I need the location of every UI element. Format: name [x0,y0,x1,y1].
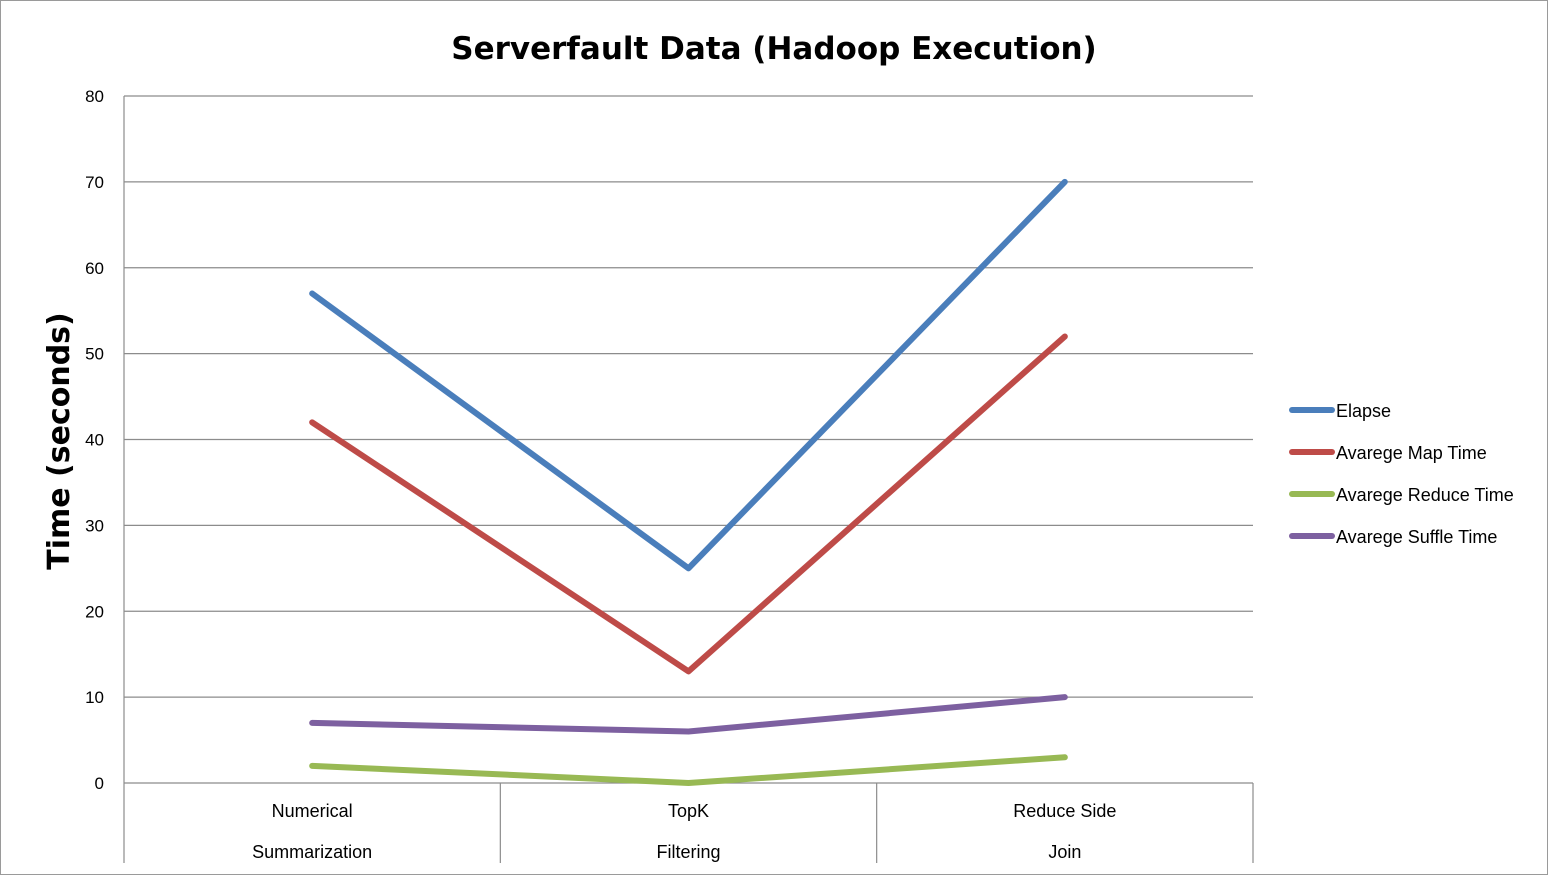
y-tick-label: 80 [85,87,104,106]
x-tick-label: Reduce Side [1013,801,1116,821]
y-tick-label: 60 [85,259,104,278]
y-axis-label: Time (seconds) [42,312,77,570]
chart-title: Serverfault Data (Hadoop Execution) [451,31,1096,67]
legend-label: Elapse [1336,401,1391,421]
legend-label: Avarege Suffle Time [1336,527,1497,547]
series-lines [309,178,1068,786]
legend-label: Avarege Map Time [1336,443,1487,463]
y-tick-label: 10 [85,688,104,707]
x-tick-label: TopK [668,801,709,821]
y-tick-label: 50 [85,345,104,364]
series-line [309,333,1068,675]
x-tick-label: Filtering [656,842,720,862]
x-tick-label: Numerical [272,801,353,821]
series-line [309,694,1068,735]
series-line [309,754,1068,786]
y-tick-label: 70 [85,173,104,192]
legend-label: Avarege Reduce Time [1336,485,1514,505]
y-tick-label: 40 [85,431,104,450]
y-tick-label: 30 [85,516,104,535]
y-tick-label: 0 [95,774,104,793]
series-line [309,178,1068,572]
gridlines [124,95,1253,698]
legend: Elapse Avarege Map Time Avarege Reduce Tim… [1289,401,1514,547]
y-tick-label: 20 [85,602,104,621]
x-tick-label: Join [1048,842,1081,862]
axes: 0 10 20 30 40 50 60 70 80 Numerical Summarization T… [85,87,1254,863]
x-tick-label: Summarization [252,842,372,862]
